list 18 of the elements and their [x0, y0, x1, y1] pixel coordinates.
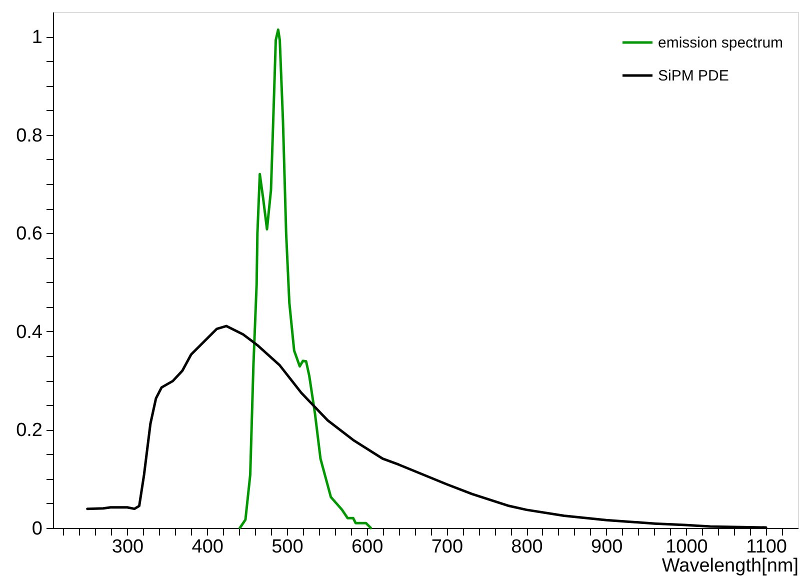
x-tick-label: 1000 [666, 536, 708, 558]
y-tick-label: 0.2 [16, 420, 42, 442]
x-tick-label: 400 [192, 536, 224, 558]
x-tick-label: 900 [591, 536, 623, 558]
y-tick-label: 0 [32, 518, 42, 540]
y-tick-label: 1 [32, 27, 42, 48]
x-tick-label: 300 [112, 536, 144, 558]
y-tick-label: 0.8 [16, 125, 42, 146]
x-tick-label: 800 [511, 536, 543, 558]
y-tick-label: 0.6 [16, 224, 42, 245]
x-tick-label: 500 [272, 536, 304, 558]
x-axis-title: Wavelength[nm] [662, 556, 798, 576]
x-tick-label: 600 [351, 536, 384, 558]
x-tick-label: 700 [431, 536, 464, 558]
legend-label: SiPM PDE [658, 68, 729, 84]
x-tick-label: 1100 [746, 536, 787, 558]
y-tick-label: 0.4 [16, 322, 43, 343]
legend-label: emission spectrum [658, 34, 784, 52]
